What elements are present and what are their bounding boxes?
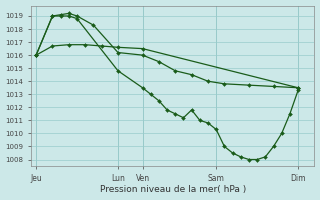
X-axis label: Pression niveau de la mer( hPa ): Pression niveau de la mer( hPa ) bbox=[100, 185, 246, 194]
